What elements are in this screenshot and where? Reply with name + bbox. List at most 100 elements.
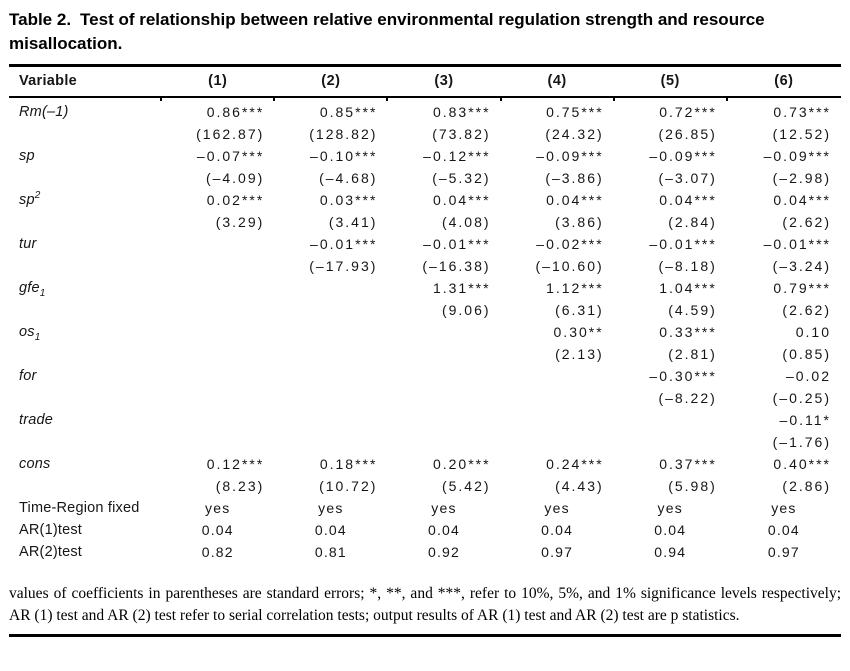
variable-label-spacer — [9, 167, 161, 189]
coefficient-cell: 0.04*** — [773, 191, 831, 208]
tstat-cell — [501, 387, 614, 409]
variable-label: gfe1 — [9, 277, 161, 299]
variable-label-spacer — [9, 299, 161, 321]
coefficient-row: os1 0.30** 0.33*** 0.10 — [9, 321, 841, 343]
variable-label: sp2 — [9, 189, 161, 211]
stat-cell: 0.81 — [314, 543, 347, 560]
header-row: Variable (1) (2) (3) (4) (5) (6) — [9, 64, 841, 98]
tstat-row: (9.06) (6.31) (4.59) (2.62) — [9, 299, 841, 321]
column-tick — [273, 96, 388, 101]
coefficient-cell: 0.86*** — [206, 103, 265, 120]
coefficient-cell: 0.03*** — [319, 191, 378, 208]
coefficient-cell: 0.04*** — [432, 191, 491, 208]
stat-label: AR(2)test — [19, 543, 83, 560]
coefficient-cell: 0.10 — [795, 323, 831, 340]
coefficient-cell: –0.07*** — [196, 147, 265, 164]
tstat-cell: (–3.07) — [658, 169, 717, 186]
tstat-cell — [274, 387, 387, 409]
variable-name: gfe — [19, 279, 40, 296]
variable-name: for — [19, 367, 37, 384]
coefficient-cell: 0.24*** — [546, 455, 604, 472]
coefficient-cell — [274, 365, 387, 387]
stat-cell: yes — [205, 499, 231, 516]
coefficient-cell: 1.31*** — [432, 279, 491, 296]
variable-subscript: 1 — [39, 287, 46, 299]
bottom-rule — [9, 633, 841, 637]
column-tick — [725, 96, 841, 101]
coefficient-cell: 0.85*** — [319, 103, 378, 120]
tstat-cell: (–16.38) — [422, 257, 491, 274]
variable-label: Rm(–1) — [9, 101, 161, 123]
variable-name: sp — [19, 191, 35, 208]
coefficient-row: trade –0.11* — [9, 409, 841, 431]
coefficient-cell: –0.02 — [785, 367, 831, 384]
variable-name: Rm(–1) — [19, 103, 69, 120]
tstat-row: (–17.93) (–16.38) (–10.60) (–8.18) (–3.24) — [9, 255, 841, 277]
variable-label: tur — [9, 233, 161, 255]
tstat-cell: (162.87) — [196, 125, 265, 142]
stat-label: Time-Region fixed — [19, 499, 140, 516]
stat-cell: 0.97 — [767, 543, 800, 560]
table-number-label: Table 2. — [9, 10, 72, 29]
tstat-cell — [387, 343, 500, 365]
tstat-cell — [161, 431, 274, 453]
stat-cell: yes — [657, 499, 683, 516]
header-col-6: (6) — [726, 64, 841, 98]
tstat-cell: (5.42) — [441, 477, 491, 494]
coefficient-cell — [501, 365, 614, 387]
header-col-2: (2) — [274, 64, 388, 98]
coefficient-cell — [501, 409, 614, 431]
results-table: Variable (1) (2) (3) (4) (5) (6) Rm(–1) 0… — [9, 64, 841, 563]
table-title-text-line2: misallocation. — [9, 34, 123, 53]
coefficient-cell: –0.01*** — [649, 235, 717, 252]
stat-cell: 0.92 — [427, 543, 461, 560]
coefficient-cell: –0.01*** — [310, 235, 378, 252]
stat-cell: yes — [431, 499, 457, 516]
stat-cell: yes — [544, 499, 570, 516]
coefficient-cell: –0.10*** — [310, 147, 378, 164]
stat-row: AR(1)test 0.04 0.04 0.04 0.04 0.04 0.04 — [9, 519, 841, 541]
stat-cell: 0.94 — [654, 543, 687, 560]
tstat-cell: (–4.09) — [205, 169, 265, 186]
tstat-cell: (–2.98) — [772, 169, 831, 186]
column-tick — [612, 96, 727, 101]
coefficient-cell — [161, 321, 274, 343]
coefficient-row: for –0.30*** –0.02 — [9, 365, 841, 387]
column-tick — [386, 96, 501, 101]
table-header: Variable (1) (2) (3) (4) (5) (6) — [9, 64, 841, 98]
variable-label: for — [9, 365, 161, 387]
coefficient-cell: 0.12*** — [206, 455, 265, 472]
coefficient-cell: 0.02*** — [206, 191, 265, 208]
tstat-cell — [161, 387, 274, 409]
coefficient-cell: 1.12*** — [546, 279, 604, 296]
tstat-cell — [161, 299, 274, 321]
coefficient-row: gfe1 1.31*** 1.12*** 1.04*** 0.79*** — [9, 277, 841, 299]
page: Table 2. Test of relationship between rel… — [9, 10, 841, 637]
header-col-5: (5) — [613, 64, 727, 98]
coefficient-cell: –0.11* — [779, 411, 831, 428]
tstat-cell — [161, 343, 274, 365]
column-tick — [160, 96, 275, 101]
tstat-cell: (–0.25) — [772, 389, 831, 406]
variable-label: trade — [9, 409, 161, 431]
tstat-cell: (128.82) — [309, 125, 378, 142]
coefficient-cell: –0.09*** — [649, 147, 717, 164]
tstat-cell — [161, 255, 274, 277]
variable-label-spacer — [9, 211, 161, 233]
stat-cell: 0.82 — [201, 543, 234, 560]
coefficient-cell: –0.09*** — [763, 147, 831, 164]
tstat-cell — [274, 343, 387, 365]
coefficient-cell: –0.01*** — [763, 235, 831, 252]
coefficient-cell: 0.04*** — [546, 191, 604, 208]
tstat-cell: (2.86) — [782, 477, 831, 494]
tstat-cell: (–1.76) — [772, 433, 831, 450]
stat-row: Time-Region fixed yes yes yes yes yes yes — [9, 497, 841, 519]
variable-name: tur — [19, 235, 37, 252]
tstat-cell: (2.84) — [668, 213, 717, 230]
coefficient-cell — [161, 233, 274, 255]
variable-name: cons — [19, 455, 51, 472]
variable-name: sp — [19, 147, 35, 164]
header-col-1: (1) — [161, 64, 275, 98]
tstat-cell — [387, 387, 500, 409]
tstat-cell: (–10.60) — [535, 257, 604, 274]
